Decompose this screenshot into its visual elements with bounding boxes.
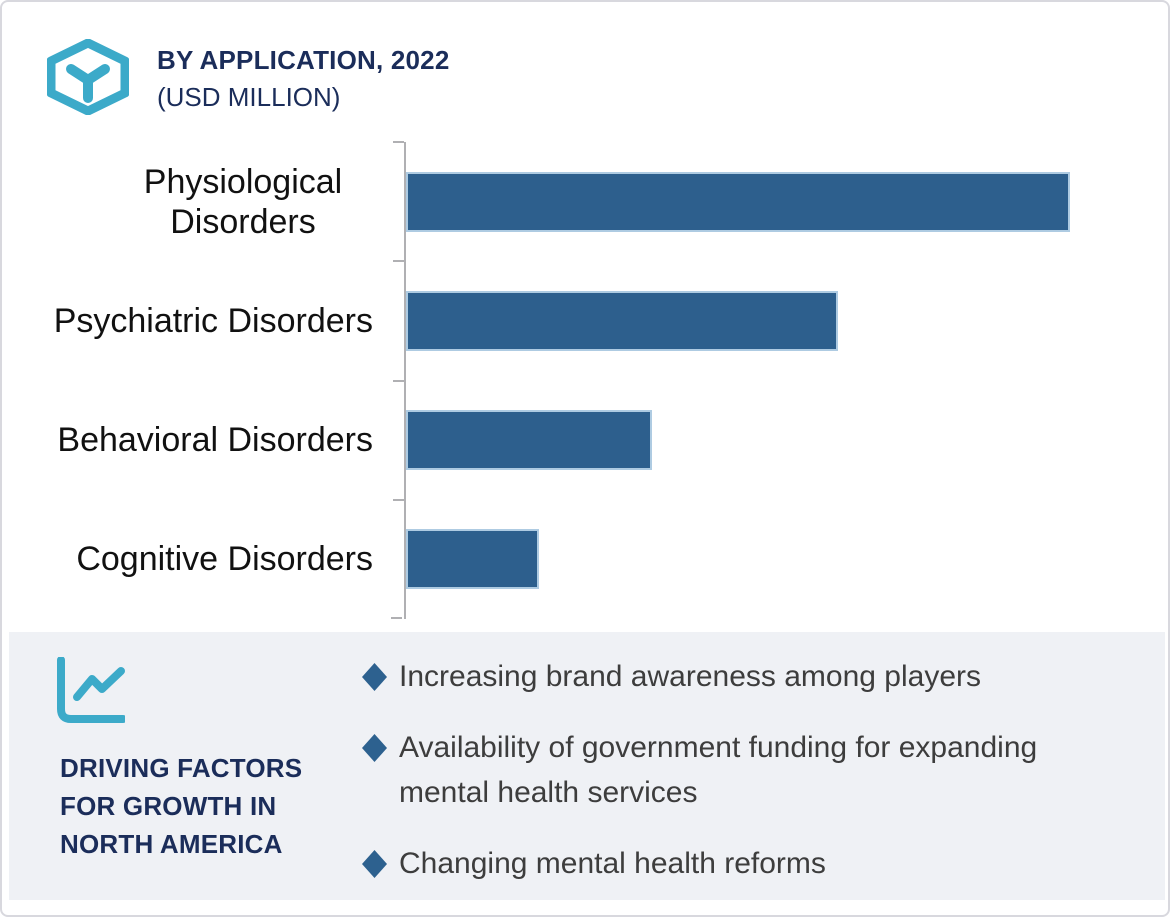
category-label: Psychiatric Disorders xyxy=(53,301,373,340)
chart-title-block: BY APPLICATION, 2022 (USD MILLION) xyxy=(157,42,450,116)
hexagon-cube-icon xyxy=(47,39,129,115)
bar-chart: Physiological Disorders Psychiatric Disor… xyxy=(2,140,1168,619)
category-label: Behavioral Disorders xyxy=(57,421,373,460)
bar xyxy=(406,290,838,351)
driving-factors-list: Increasing brand awareness among players… xyxy=(362,654,1122,912)
driving-factor-item: Availability of government funding for e… xyxy=(362,725,1122,815)
diamond-bullet-icon xyxy=(362,850,387,878)
chart-subtitle: (USD MILLION) xyxy=(157,82,341,112)
category-label: Cognitive Disorders xyxy=(76,540,373,579)
chart-row: Psychiatric Disorders xyxy=(2,260,1168,381)
heading-line: NORTH AMERICA xyxy=(60,829,283,859)
diamond-bullet-icon xyxy=(362,734,387,762)
heading-line: DRIVING FACTORS xyxy=(60,753,303,783)
driving-factor-item: Changing mental health reforms xyxy=(362,841,1122,886)
driving-factors-panel: DRIVING FACTORS FOR GROWTH IN NORTH AMER… xyxy=(9,632,1165,900)
diamond-bullet-icon xyxy=(362,663,387,691)
chart-row: Behavioral Disorders xyxy=(2,379,1168,500)
driving-factors-heading: DRIVING FACTORS FOR GROWTH IN NORTH AMER… xyxy=(60,749,302,863)
driving-factor-text: Availability of government funding for e… xyxy=(399,731,1038,809)
chart-title: BY APPLICATION, 2022 xyxy=(157,45,450,75)
heading-line: FOR GROWTH IN xyxy=(60,791,277,821)
category-label: Physiological Disorders xyxy=(143,162,343,241)
bar xyxy=(406,529,539,590)
bar xyxy=(406,410,652,471)
bar xyxy=(406,171,1070,232)
driving-factor-text: Increasing brand awareness among players xyxy=(399,660,981,693)
driving-factor-item: Increasing brand awareness among players xyxy=(362,654,1122,699)
chart-row: Physiological Disorders xyxy=(2,140,1168,262)
driving-factor-text: Changing mental health reforms xyxy=(399,847,826,880)
chart-row: Cognitive Disorders xyxy=(2,498,1168,619)
axis-tick xyxy=(391,617,402,619)
line-chart-icon xyxy=(57,657,125,723)
